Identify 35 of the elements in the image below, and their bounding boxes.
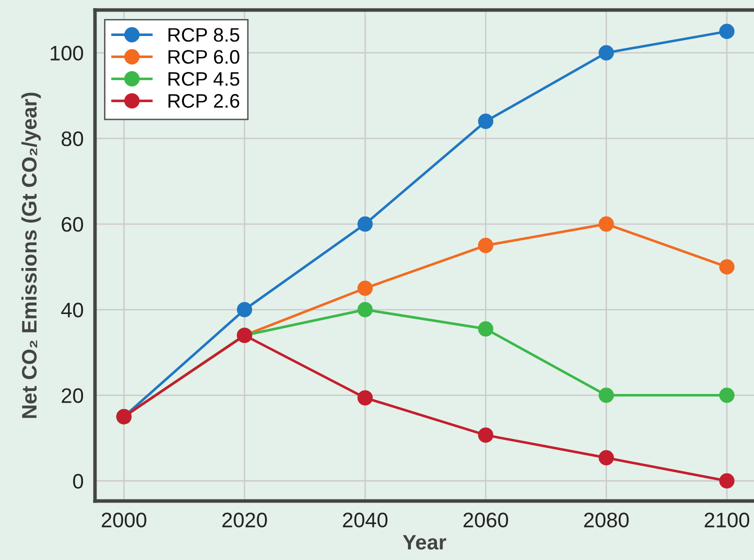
x-tick-label: 2060 [464,512,508,528]
point [598,216,614,232]
point [357,216,373,232]
point [719,24,735,40]
x-tick-label: 2080 [584,512,629,528]
y-tick-label: 40 [61,302,84,318]
y-tick-label: 100 [50,46,84,61]
point [719,388,735,403]
point [357,302,373,318]
point [719,473,735,489]
point [478,321,494,337]
x-tick-label: 2040 [342,512,388,528]
point [236,302,252,318]
x-tick-label: 2000 [102,512,146,528]
x-axis-title: Year [402,535,446,550]
x-tick-label: 2100 [704,512,750,528]
point [357,390,373,406]
y-axis-title: Net CO₂ Emissions (Gt CO₂/year) [21,92,41,418]
point [357,280,373,296]
y-tick-label: 60 [62,217,84,232]
y-tick-label: 80 [62,131,84,146]
y-tick-label: 0 [73,474,84,489]
y-tick-label: 20 [62,388,84,404]
legend-label: RCP 6.0 [168,50,240,64]
point [478,427,494,443]
point [478,114,494,129]
legend-label: RCP 4.5 [168,72,240,86]
legend-label: RCP 2.6 [168,94,240,108]
point [598,450,614,466]
legend-label: RCP 8.5 [168,28,240,42]
x-tick-label: 2020 [222,512,267,528]
point [478,238,494,254]
point [719,259,735,274]
point [598,45,614,60]
point [598,388,614,403]
